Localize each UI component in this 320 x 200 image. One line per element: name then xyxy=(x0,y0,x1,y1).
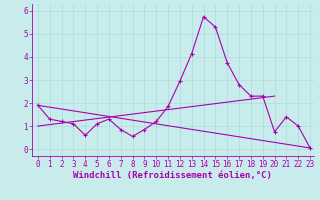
X-axis label: Windchill (Refroidissement éolien,°C): Windchill (Refroidissement éolien,°C) xyxy=(73,171,272,180)
